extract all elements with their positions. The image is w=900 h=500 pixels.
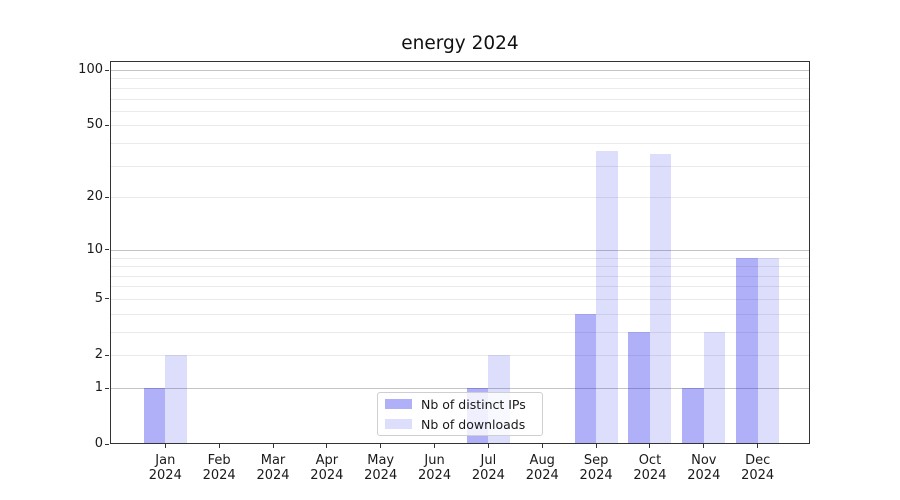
y-tick-label: 5 bbox=[94, 290, 103, 306]
x-tick-label-aug: Aug 2024 bbox=[525, 452, 559, 484]
bar-sep-downloads bbox=[596, 151, 618, 445]
x-tick bbox=[272, 444, 274, 449]
minor-gridline bbox=[110, 331, 810, 333]
bar-nov-downloads bbox=[703, 331, 726, 445]
minor-gridline bbox=[110, 275, 810, 277]
x-tick bbox=[541, 444, 543, 449]
y-tick-label: 0 bbox=[94, 436, 103, 452]
minor-gridline bbox=[110, 110, 810, 112]
y-tick bbox=[105, 196, 109, 198]
x-tick bbox=[649, 444, 651, 449]
y-tick bbox=[105, 443, 109, 445]
x-tick-label-jun: Jun 2024 bbox=[418, 452, 452, 484]
x-tick bbox=[434, 444, 436, 449]
bar-jan-distinct-ips bbox=[143, 388, 166, 445]
x-tick-label-sep: Sep 2024 bbox=[579, 452, 613, 484]
x-tick bbox=[218, 444, 220, 449]
y-tick bbox=[105, 354, 109, 356]
minor-gridline bbox=[110, 298, 810, 300]
minor-gridline bbox=[110, 355, 810, 357]
legend: Nb of distinct IPs Nb of downloads bbox=[377, 392, 543, 436]
y-tick bbox=[105, 124, 109, 126]
minor-gridline bbox=[110, 266, 810, 268]
minor-gridline bbox=[110, 313, 810, 315]
minor-gridline bbox=[110, 165, 810, 167]
x-tick-label-feb: Feb 2024 bbox=[202, 452, 236, 484]
minor-gridline bbox=[110, 125, 810, 127]
x-tick-label-nov: Nov 2024 bbox=[687, 452, 721, 484]
bar-dec-distinct-ips bbox=[736, 257, 758, 445]
x-tick-label-oct: Oct 2024 bbox=[633, 452, 667, 484]
legend-swatch-downloads bbox=[385, 419, 412, 429]
minor-gridline bbox=[110, 78, 810, 80]
x-tick bbox=[595, 444, 597, 449]
x-tick bbox=[326, 444, 328, 449]
x-tick-label-jan: Jan 2024 bbox=[148, 452, 182, 484]
legend-item-downloads: Nb of downloads bbox=[385, 416, 536, 433]
bar-nov-distinct-ips bbox=[682, 388, 704, 445]
major-gridline bbox=[110, 249, 810, 251]
legend-swatch-distinct-ips bbox=[385, 399, 412, 409]
y-tick-label: 2 bbox=[94, 347, 103, 363]
bar-dec-downloads bbox=[757, 257, 780, 445]
x-tick bbox=[703, 444, 705, 449]
x-tick-label-jul: Jul 2024 bbox=[471, 452, 505, 484]
minor-gridline bbox=[110, 197, 810, 199]
major-gridline bbox=[110, 70, 810, 71]
minor-gridline bbox=[110, 143, 810, 145]
bar-oct-distinct-ips bbox=[628, 331, 650, 445]
legend-label-distinct-ips: Nb of distinct IPs bbox=[421, 396, 526, 412]
y-tick-label: 10 bbox=[86, 241, 103, 257]
bar-oct-downloads bbox=[649, 153, 672, 445]
legend-item-distinct-ips: Nb of distinct IPs bbox=[385, 396, 536, 413]
y-tick bbox=[105, 298, 109, 300]
x-tick-label-dec: Dec 2024 bbox=[741, 452, 775, 484]
x-tick bbox=[757, 444, 759, 449]
chart-title: energy 2024 bbox=[401, 33, 519, 54]
x-tick-label-may: May 2024 bbox=[364, 452, 398, 484]
major-gridline bbox=[110, 388, 810, 390]
minor-gridline bbox=[110, 286, 810, 288]
x-tick bbox=[164, 444, 166, 449]
y-tick-label: 100 bbox=[78, 62, 103, 77]
y-tick-label: 50 bbox=[86, 117, 103, 133]
y-tick bbox=[105, 69, 109, 71]
y-tick-label: 1 bbox=[94, 380, 103, 396]
x-tick bbox=[380, 444, 382, 449]
bar-sep-distinct-ips bbox=[574, 313, 597, 445]
y-tick-label: 20 bbox=[86, 189, 103, 205]
bar-jan-downloads bbox=[165, 355, 187, 445]
legend-label-downloads: Nb of downloads bbox=[421, 416, 526, 432]
minor-gridline bbox=[110, 98, 810, 100]
x-tick-label-mar: Mar 2024 bbox=[256, 452, 290, 484]
minor-gridline bbox=[110, 87, 810, 89]
x-tick-label-apr: Apr 2024 bbox=[310, 452, 344, 484]
x-tick bbox=[487, 444, 489, 449]
y-tick bbox=[105, 249, 109, 251]
y-tick bbox=[105, 387, 109, 389]
minor-gridline bbox=[110, 257, 810, 259]
plot-area: Nb of distinct IPs Nb of downloads bbox=[110, 61, 810, 445]
